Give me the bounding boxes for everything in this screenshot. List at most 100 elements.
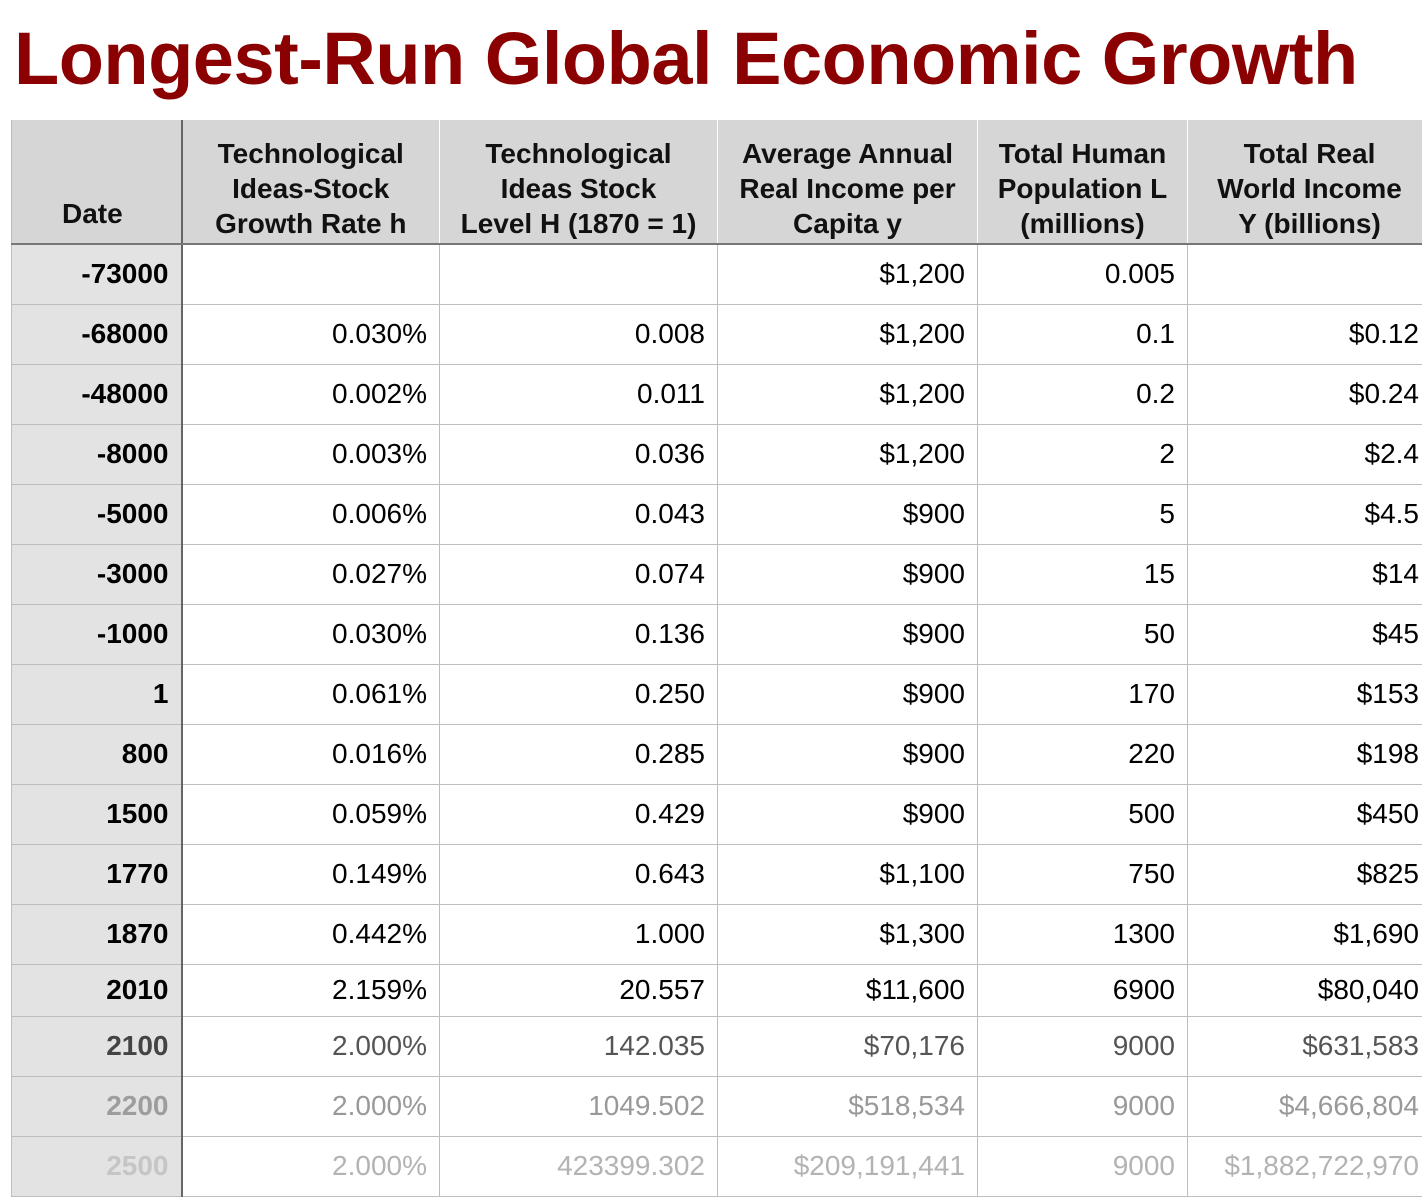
growth-rate-cell: 0.149% [181, 843, 440, 905]
ideas-stock-cell: 0.036 [439, 423, 718, 485]
income-per-capita-cell: $900 [717, 483, 978, 545]
population-cell: 9000 [977, 1135, 1188, 1197]
world-income-cell: $4.5 [1187, 483, 1422, 545]
ideas-stock-cell [439, 243, 718, 305]
growth-rate-cell: 2.000% [181, 1015, 440, 1077]
table-row: 2200 2.000% 1049.502 $518,534 9000 $4,666,804 [11, 1075, 1422, 1137]
income-per-capita-cell: $1,200 [717, 243, 978, 305]
column-header-population: Total Human Population L (millions) [977, 120, 1188, 245]
ideas-stock-cell: 0.643 [439, 843, 718, 905]
income-per-capita-cell: $518,534 [717, 1075, 978, 1137]
date-cell: -68000 [11, 303, 183, 365]
date-cell: -73000 [11, 243, 183, 305]
world-income-cell: $0.12 [1187, 303, 1422, 365]
growth-rate-cell: 0.003% [181, 423, 440, 485]
world-income-cell: $153 [1187, 663, 1422, 725]
population-cell: 0.005 [977, 243, 1188, 305]
ideas-stock-cell: 0.008 [439, 303, 718, 365]
table-row: 1 0.061% 0.250 $900 170 $153 [11, 663, 1422, 725]
population-cell: 170 [977, 663, 1188, 725]
ideas-stock-cell: 1049.502 [439, 1075, 718, 1137]
table-row: -73000 $1,200 0.005 [11, 243, 1422, 305]
page-title: Longest-Run Global Economic Growth [14, 17, 1358, 100]
ideas-stock-cell: 0.136 [439, 603, 718, 665]
world-income-cell: $450 [1187, 783, 1422, 845]
population-cell: 220 [977, 723, 1188, 785]
ideas-stock-cell: 142.035 [439, 1015, 718, 1077]
population-cell: 750 [977, 843, 1188, 905]
table-row: -68000 0.030% 0.008 $1,200 0.1 $0.12 [11, 303, 1422, 365]
column-header-world-income: Total Real World Income Y (billions) [1187, 120, 1422, 245]
population-cell: 9000 [977, 1015, 1188, 1077]
population-cell: 6900 [977, 963, 1188, 1017]
income-per-capita-cell: $1,200 [717, 303, 978, 365]
ideas-stock-cell: 0.074 [439, 543, 718, 605]
table-row: 800 0.016% 0.285 $900 220 $198 [11, 723, 1422, 785]
growth-rate-cell: 2.000% [181, 1075, 440, 1137]
date-cell: -5000 [11, 483, 183, 545]
growth-rate-cell: 0.442% [181, 903, 440, 965]
population-cell: 50 [977, 603, 1188, 665]
world-income-cell: $198 [1187, 723, 1422, 785]
income-per-capita-cell: $11,600 [717, 963, 978, 1017]
income-per-capita-cell: $70,176 [717, 1015, 978, 1077]
growth-rate-cell: 2.159% [181, 963, 440, 1017]
ideas-stock-cell: 1.000 [439, 903, 718, 965]
table-row: 1500 0.059% 0.429 $900 500 $450 [11, 783, 1422, 845]
date-cell: 2100 [11, 1015, 183, 1077]
date-cell: -3000 [11, 543, 183, 605]
ideas-stock-cell: 0.011 [439, 363, 718, 425]
table-row: -1000 0.030% 0.136 $900 50 $45 [11, 603, 1422, 665]
date-cell: -48000 [11, 363, 183, 425]
population-cell: 1300 [977, 903, 1188, 965]
population-cell: 5 [977, 483, 1188, 545]
income-per-capita-cell: $209,191,441 [717, 1135, 978, 1197]
world-income-cell: $825 [1187, 843, 1422, 905]
income-per-capita-cell: $900 [717, 603, 978, 665]
income-per-capita-cell: $900 [717, 663, 978, 725]
population-cell: 0.2 [977, 363, 1188, 425]
column-header-date: Date [11, 120, 183, 245]
growth-rate-cell: 0.016% [181, 723, 440, 785]
date-cell: 1 [11, 663, 183, 725]
growth-rate-cell [181, 243, 440, 305]
world-income-cell: $2.4 [1187, 423, 1422, 485]
date-cell: 2200 [11, 1075, 183, 1137]
income-per-capita-cell: $900 [717, 543, 978, 605]
table-row: 2500 2.000% 423399.302 $209,191,441 9000 $1,8… [11, 1135, 1422, 1197]
ideas-stock-cell: 0.429 [439, 783, 718, 845]
growth-rate-cell: 0.002% [181, 363, 440, 425]
ideas-stock-cell: 0.250 [439, 663, 718, 725]
population-cell: 500 [977, 783, 1188, 845]
table-row: -5000 0.006% 0.043 $900 5 $4.5 [11, 483, 1422, 545]
table-row: 2010 2.159% 20.557 $11,600 6900 $80,040 [11, 963, 1422, 1017]
income-per-capita-cell: $1,200 [717, 363, 978, 425]
table-row: -8000 0.003% 0.036 $1,200 2 $2.4 [11, 423, 1422, 485]
date-cell: 1870 [11, 903, 183, 965]
world-income-cell [1187, 243, 1422, 305]
table-row: 2100 2.000% 142.035 $70,176 9000 $631,583 [11, 1015, 1422, 1077]
world-income-cell: $4,666,804 [1187, 1075, 1422, 1137]
date-cell: 1500 [11, 783, 183, 845]
data-table: Date Technological Ideas-Stock Growth Rate… [11, 120, 1422, 1197]
date-cell: 2010 [11, 963, 183, 1017]
growth-rate-cell: 0.061% [181, 663, 440, 725]
date-cell: -1000 [11, 603, 183, 665]
table-row: -48000 0.002% 0.011 $1,200 0.2 $0.24 [11, 363, 1422, 425]
world-income-cell: $631,583 [1187, 1015, 1422, 1077]
ideas-stock-cell: 0.043 [439, 483, 718, 545]
column-header-growth-rate: Technological Ideas-Stock Growth Rate h [181, 120, 440, 245]
growth-rate-cell: 0.030% [181, 603, 440, 665]
table-row: 1770 0.149% 0.643 $1,100 750 $825 [11, 843, 1422, 905]
date-cell: 1770 [11, 843, 183, 905]
ideas-stock-cell: 20.557 [439, 963, 718, 1017]
income-per-capita-cell: $900 [717, 723, 978, 785]
income-per-capita-cell: $1,100 [717, 843, 978, 905]
population-cell: 9000 [977, 1075, 1188, 1137]
population-cell: 15 [977, 543, 1188, 605]
date-cell: 800 [11, 723, 183, 785]
ideas-stock-cell: 0.285 [439, 723, 718, 785]
column-header-ideas-stock: Technological Ideas Stock Level H (1870 = … [439, 120, 718, 245]
world-income-cell: $45 [1187, 603, 1422, 665]
growth-rate-cell: 0.030% [181, 303, 440, 365]
